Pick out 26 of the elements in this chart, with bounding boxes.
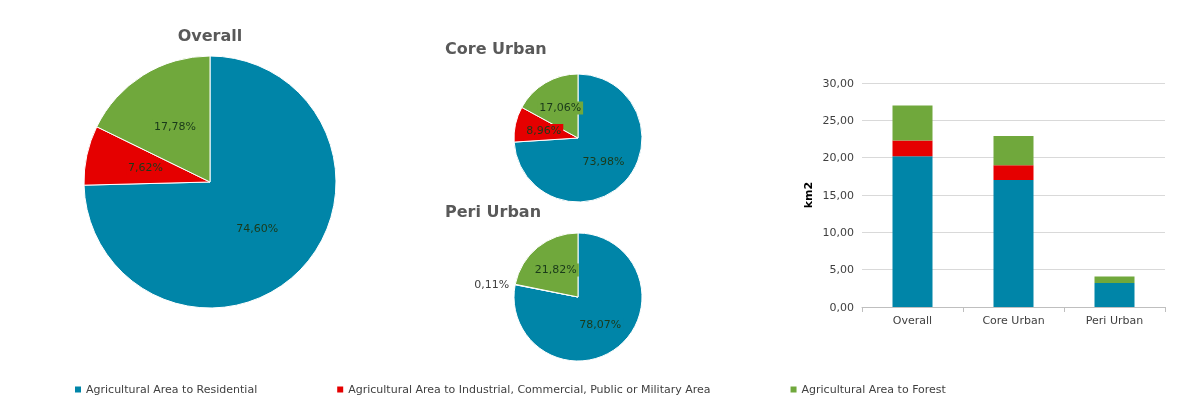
y-tick-label: 15,00 — [822, 188, 854, 202]
y-tick-label: 5,00 — [829, 263, 854, 277]
data-label: 17,78% — [154, 119, 196, 133]
data-label: 74,60% — [236, 221, 279, 235]
y-tick-label: 20,00 — [822, 151, 854, 165]
legend-label: Agricultural Area to Industrial, Commercial, Public or Military Area — [348, 383, 711, 396]
data-label: 17,06% — [539, 101, 582, 115]
y-tick-label: 30,00 — [822, 76, 854, 90]
x-tick-label: Core Urban — [982, 314, 1045, 327]
data-label: 8,96% — [526, 123, 562, 137]
y-tick-label: 0,00 — [829, 300, 854, 314]
chart-title: Core Urban — [445, 38, 547, 58]
chart-title: Overall — [177, 25, 243, 45]
data-label: 21,82% — [534, 263, 577, 277]
data-label: 78,07% — [579, 317, 622, 331]
chart-title: Peri Urban — [445, 201, 542, 221]
x-tick-label: Peri Urban — [1085, 314, 1144, 327]
legend-label: Agricultural Area to Forest — [801, 383, 947, 396]
x-tick-label: Overall — [892, 314, 933, 327]
data-label: 7,62% — [128, 161, 163, 175]
y-tick-label: 25,00 — [822, 113, 854, 127]
y-axis-title: km2 — [802, 181, 815, 209]
data-label: 73,98% — [582, 155, 625, 169]
data-label: 0,11% — [474, 277, 510, 291]
y-tick-label: 10,00 — [822, 225, 854, 239]
legend-label: Agricultural Area to Residential — [86, 383, 258, 396]
